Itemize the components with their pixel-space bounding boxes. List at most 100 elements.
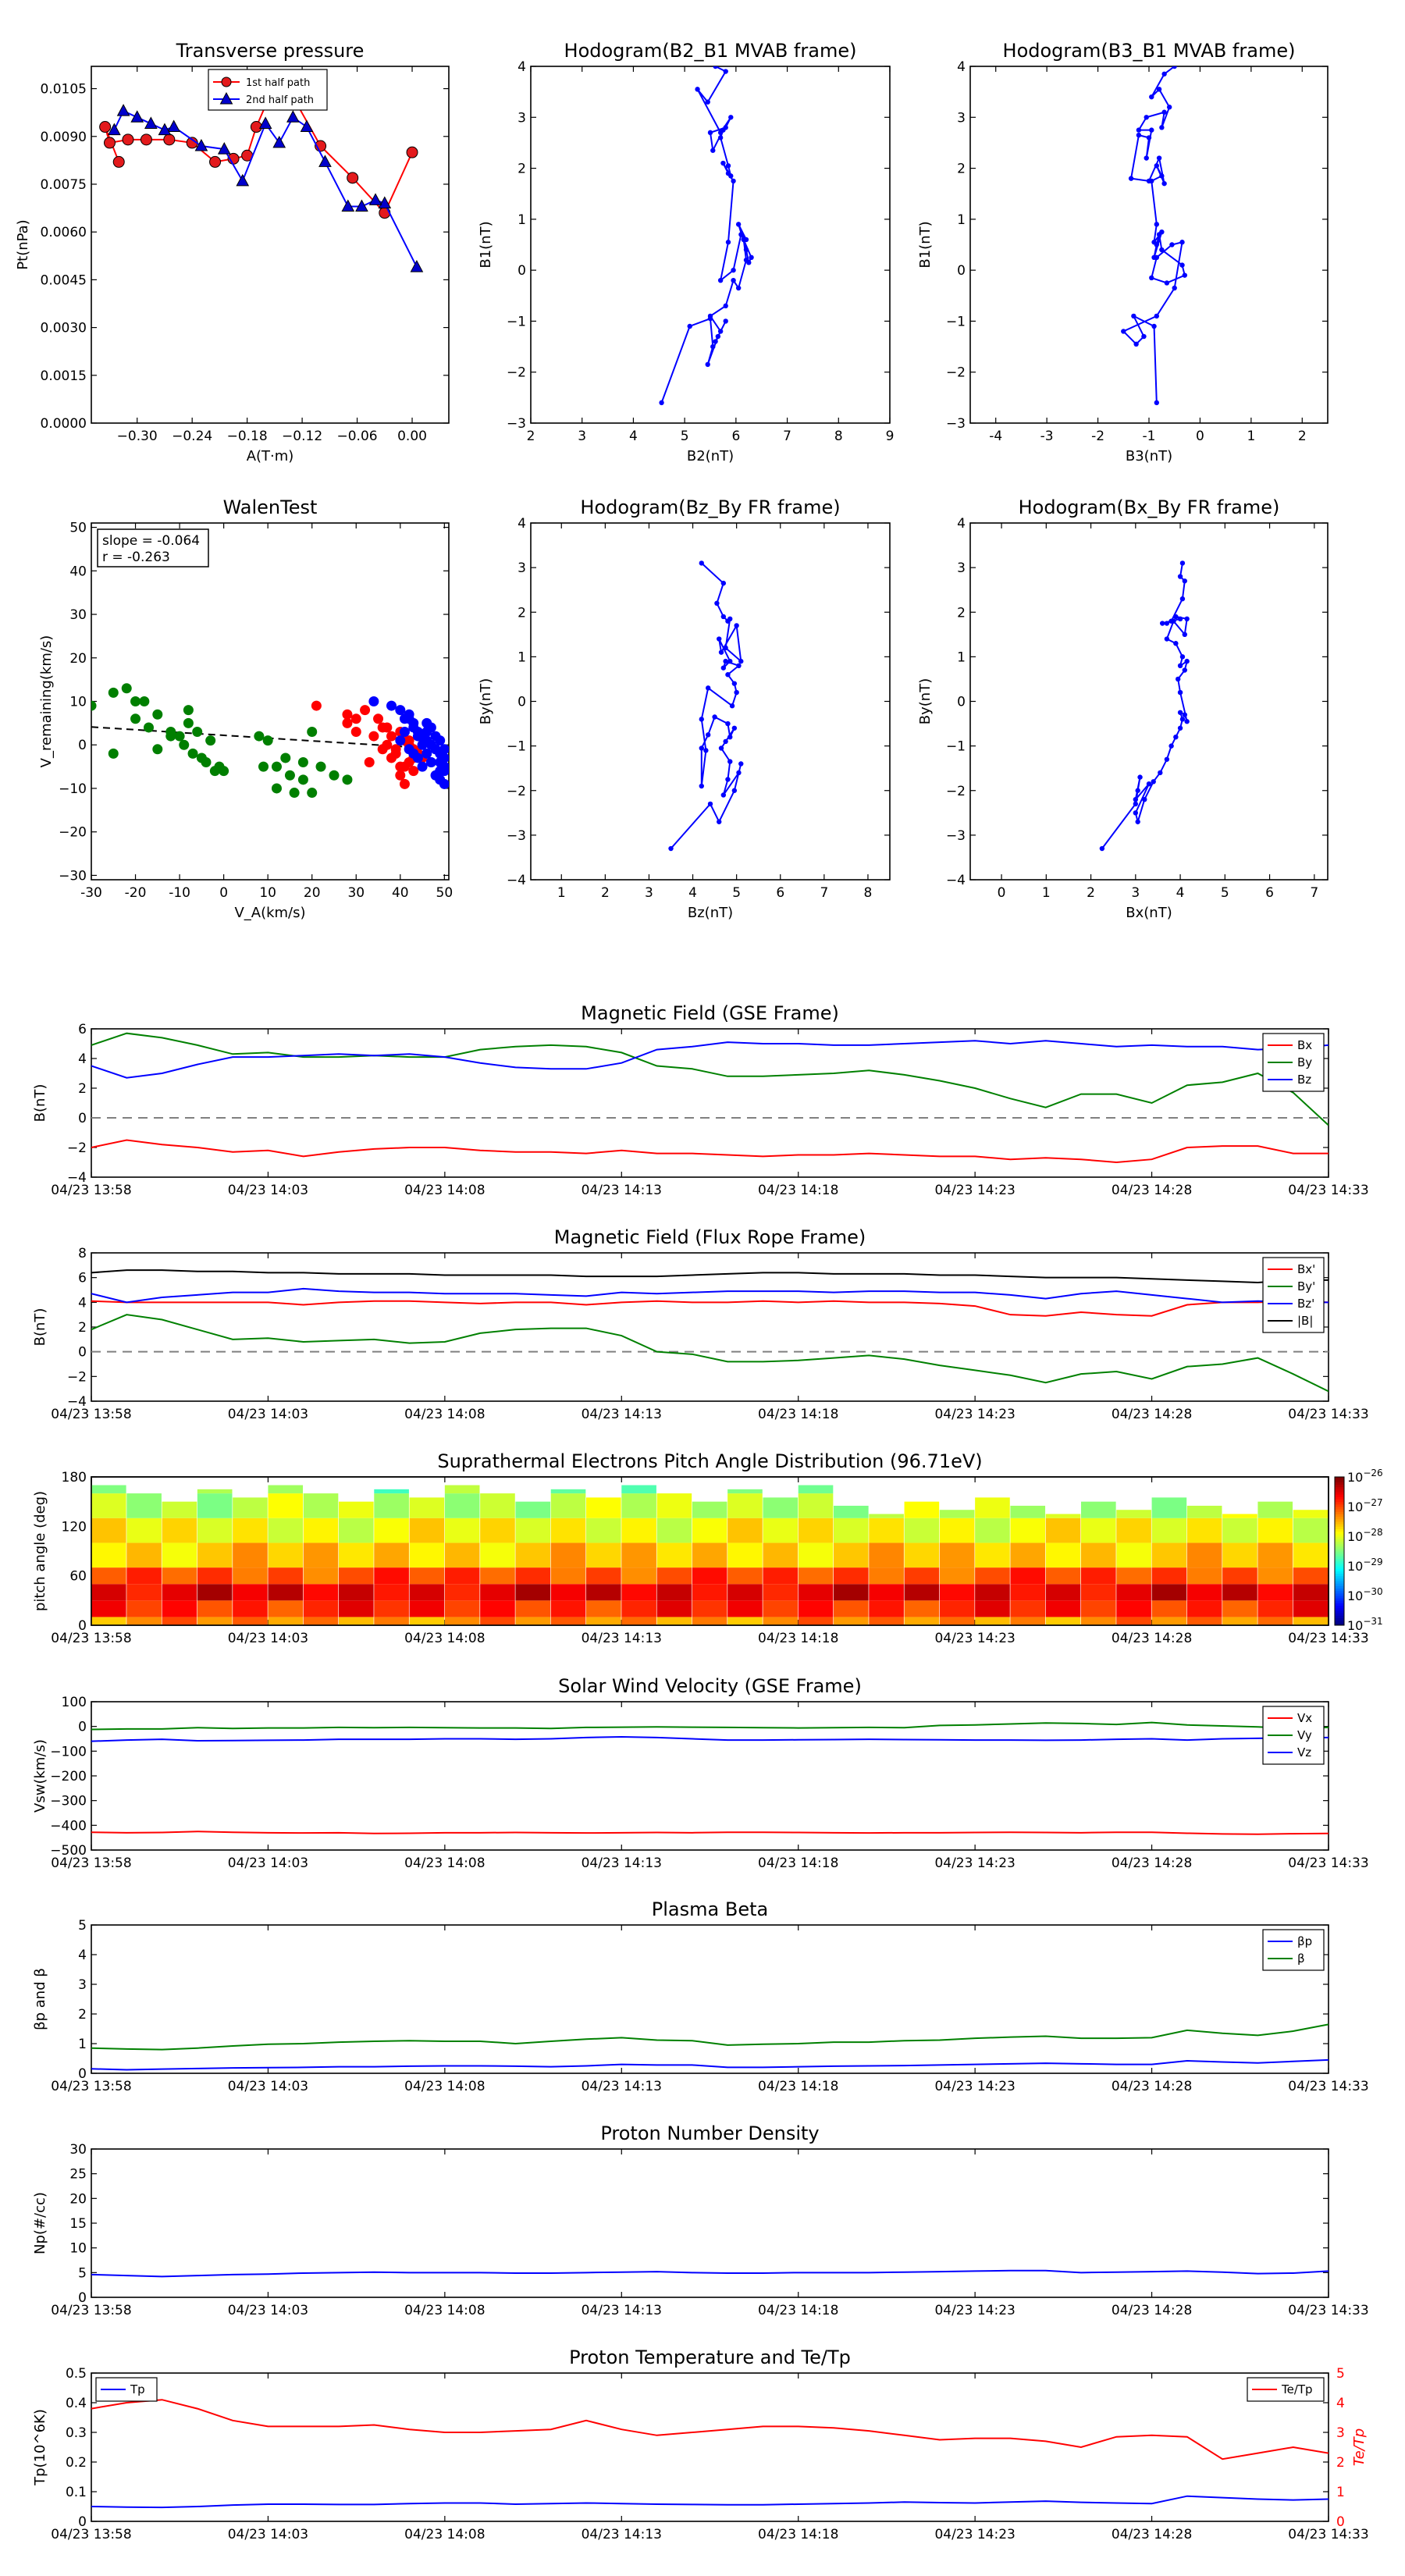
data-point xyxy=(738,761,744,767)
data-point xyxy=(1182,632,1188,638)
y-tick-label: −2 xyxy=(507,784,526,799)
colorbar-segment xyxy=(1335,1531,1344,1535)
data-point xyxy=(1179,596,1186,602)
x-tick-label: 04/23 14:03 xyxy=(228,1407,308,1422)
y-tick-label: 1 xyxy=(518,212,526,228)
legend-label: Bx xyxy=(1297,1038,1312,1052)
y-tick-label: −20 xyxy=(59,825,87,841)
heatmap-cell xyxy=(939,1600,975,1617)
heatmap-cell xyxy=(233,1542,268,1568)
data-point xyxy=(1159,229,1165,235)
x-tick-label: 04/23 14:33 xyxy=(1288,2527,1368,2542)
data-point xyxy=(725,672,731,678)
heatmap-cell xyxy=(374,1517,409,1543)
x-tick-label: 04/23 14:33 xyxy=(1288,2079,1368,2094)
y-tick-label: −3 xyxy=(946,416,966,432)
data-point xyxy=(1154,163,1160,169)
y-tick-label: 0 xyxy=(78,2066,87,2082)
colorbar-segment xyxy=(1335,1516,1344,1520)
series-line xyxy=(91,2023,1329,2051)
scatter-point xyxy=(311,700,322,711)
plot-area xyxy=(1121,66,1188,406)
data-point xyxy=(1159,173,1165,179)
data-point xyxy=(717,819,722,824)
y-tick-label: 3 xyxy=(518,560,526,576)
heatmap-cell xyxy=(374,1489,409,1494)
heatmap-cell xyxy=(126,1542,162,1568)
scatter-point xyxy=(297,757,308,768)
heatmap-cell xyxy=(409,1517,445,1543)
data-point xyxy=(699,560,704,566)
x-tick-label: 04/23 14:23 xyxy=(934,1183,1015,1198)
data-point xyxy=(258,116,272,129)
colorbar-segment xyxy=(1335,1496,1344,1500)
data-point xyxy=(713,66,718,69)
colorbar-segment xyxy=(1335,1524,1344,1527)
data-point xyxy=(1133,810,1139,816)
scatter-point xyxy=(399,761,410,772)
data-point xyxy=(1156,155,1162,161)
data-point xyxy=(1166,105,1172,110)
data-point xyxy=(99,121,112,133)
walen_test-panel: -30 -20 -10 0 10 20 30 40 50 −30 −20 −10 0 10 20 30 40 50… xyxy=(38,496,453,921)
plot-area xyxy=(91,1721,1329,1835)
data-point xyxy=(705,732,711,738)
colorbar-segment xyxy=(1335,1477,1344,1480)
scatter-point xyxy=(108,748,119,759)
data-point xyxy=(1135,788,1140,793)
scatter-point xyxy=(395,770,406,781)
heatmap-cell xyxy=(904,1517,940,1543)
plot-area xyxy=(91,2399,1329,2509)
x-axis-label: B2(nT) xyxy=(687,448,734,464)
heatmap-cell xyxy=(303,1600,339,1617)
data-point xyxy=(731,681,738,686)
x-tick-label: 04/23 14:03 xyxy=(228,2079,308,2094)
legend-label: Vz xyxy=(1297,1745,1311,1759)
scatter-point xyxy=(179,739,190,750)
data-point xyxy=(1177,725,1183,731)
x-tick-label: 04/23 14:28 xyxy=(1112,2303,1192,2318)
heatmap-cell xyxy=(1257,1517,1293,1543)
x-tick-label: 04/23 14:08 xyxy=(404,2079,485,2094)
series-line xyxy=(670,562,742,849)
y-tick-label: 5 xyxy=(78,2265,87,2281)
colorbar-tick-label: 10−28 xyxy=(1347,1527,1383,1544)
scatter-point xyxy=(254,731,265,742)
heatmap-cell xyxy=(939,1617,975,1625)
x-tick-label: 04/23 13:58 xyxy=(51,1856,131,1871)
data-point xyxy=(1169,242,1175,247)
colorbar-segment xyxy=(1335,1585,1344,1589)
y-tick-label: 0.0030 xyxy=(41,321,87,336)
data-point xyxy=(219,91,233,105)
heatmap-cell xyxy=(939,1542,975,1568)
x-tick-label: −0.18 xyxy=(227,429,268,444)
data-point xyxy=(703,748,709,753)
heatmap-cell xyxy=(1010,1517,1046,1543)
data-point xyxy=(1128,176,1134,181)
data-point xyxy=(1182,667,1188,673)
colorbar-segment xyxy=(1335,1560,1344,1564)
colorbar-segment xyxy=(1335,1613,1344,1616)
series-line xyxy=(91,1314,1329,1393)
chart-title: Magnetic Field (Flux Rope Frame) xyxy=(554,1226,866,1248)
y-tick-label: 2 xyxy=(957,162,966,177)
data-point xyxy=(717,329,724,334)
y-tick-label: 40 xyxy=(69,564,87,579)
data-point xyxy=(1099,845,1105,852)
colorbar-segment xyxy=(1335,1598,1344,1601)
heatmap-cell xyxy=(586,1617,621,1625)
heatmap-cell xyxy=(1293,1567,1329,1585)
scatter-point xyxy=(205,735,216,746)
heatmap-cell xyxy=(1045,1542,1081,1568)
data-point xyxy=(1151,240,1157,245)
heatmap-cell xyxy=(409,1567,445,1585)
data-point xyxy=(122,133,134,146)
scatter-point xyxy=(439,766,449,777)
heatmap-cell xyxy=(1116,1542,1151,1568)
heatmap-cell xyxy=(904,1542,940,1568)
colorbar-frame xyxy=(1334,1476,1345,1626)
colorbar-segment xyxy=(1335,1607,1344,1611)
heatmap-cell xyxy=(91,1584,126,1601)
x-tick-label: -20 xyxy=(125,885,147,901)
y-tick-label: 0.0060 xyxy=(41,225,87,240)
